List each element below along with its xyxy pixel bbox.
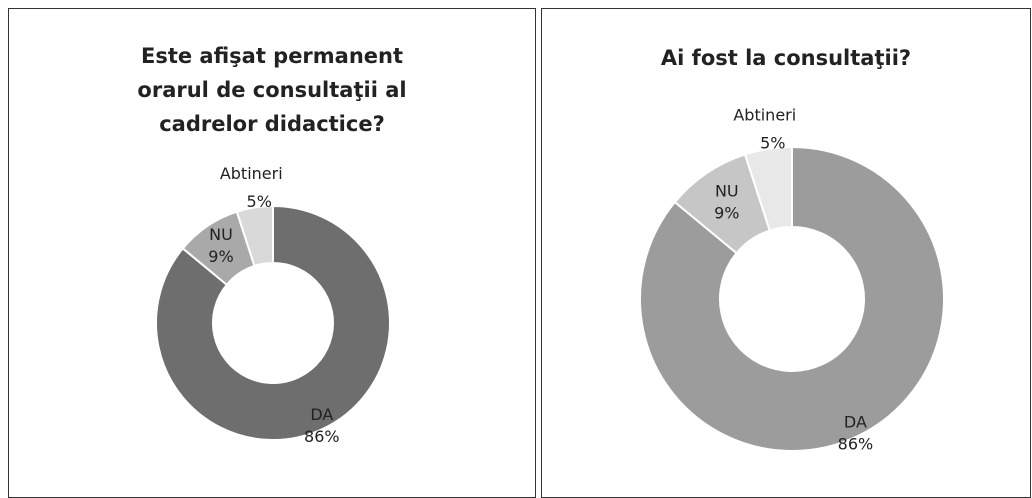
chart-title: Ai fost la consultaţii? xyxy=(660,46,912,70)
donut-slice xyxy=(639,145,945,452)
data-label-category: Abtineri xyxy=(733,106,796,125)
chart-title: Este afişat permanent orarul de consulta… xyxy=(137,44,407,136)
data-label-value: 5% xyxy=(760,134,785,153)
donut-slice xyxy=(235,204,274,268)
page: Este afişat permanent orarul de consulta… xyxy=(8,8,1031,498)
data-label-category: DA xyxy=(844,412,867,431)
data-label-category: DA xyxy=(310,405,333,424)
chart-panel: Este afişat permanent orarul de consulta… xyxy=(8,8,536,498)
chart-panel: Ai fost la consultaţii? DA 86% NU 9% Abtiner… xyxy=(541,8,1031,498)
data-label-value: 5% xyxy=(247,192,272,211)
data-label-category: NU xyxy=(715,182,739,201)
data-label-value: 9% xyxy=(208,247,233,266)
data-label-value: 86% xyxy=(838,434,874,453)
donut-slice xyxy=(155,204,391,441)
data-label-value: 9% xyxy=(714,204,739,223)
data-label-category: Abtineri xyxy=(220,164,283,183)
donut-slice xyxy=(743,145,793,232)
data-label-category: NU xyxy=(209,225,233,244)
data-label-value: 86% xyxy=(304,427,340,446)
chart: DA 86% NU 9% Abtineri 5% xyxy=(639,106,945,453)
chart: DA 86% NU 9% Abtineri 5% xyxy=(155,164,391,446)
